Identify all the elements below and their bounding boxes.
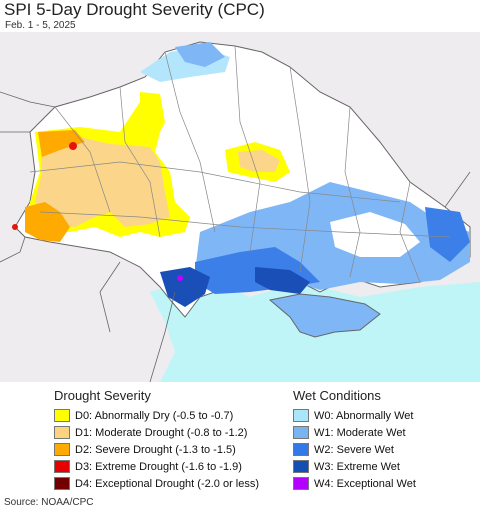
legend-item-d1: D1: Moderate Drought (-0.8 to -1.2) (54, 424, 259, 441)
drought-legend: Drought Severity D0: Abnormally Dry (-0.… (54, 388, 259, 492)
legend-label-d0: D0: Abnormally Dry (-0.5 to -0.7) (75, 409, 234, 422)
legend-item-w2: W2: Severe Wet (293, 441, 416, 458)
legend-swatch-d4 (54, 477, 70, 490)
wet-legend-title: Wet Conditions (293, 388, 381, 403)
drought-d2-southwest (25, 202, 70, 242)
legend-swatch-w1 (293, 426, 309, 439)
wet-w4-spot (177, 275, 183, 281)
wet-w2-east (425, 207, 470, 262)
map-title: SPI 5-Day Drought Severity (CPC) (4, 0, 265, 19)
legend-swatch-d2 (54, 443, 70, 456)
legend-swatch-w4 (293, 477, 309, 490)
drought-d3-spot-west (12, 224, 18, 230)
drought-d3-spot-north (69, 142, 77, 150)
legend-item-d0: D0: Abnormally Dry (-0.5 to -0.7) (54, 407, 259, 424)
legend-label-w2: W2: Severe Wet (314, 443, 394, 456)
legend-item-w0: W0: Abnormally Wet (293, 407, 416, 424)
legend-item-d4: D4: Exceptional Drought (-2.0 or less) (54, 475, 259, 492)
wet-legend: Wet Conditions W0: Abnormally Wet W1: Mo… (293, 388, 416, 492)
drought-map (0, 32, 480, 382)
legend-label-w3: W3: Extreme Wet (314, 460, 400, 473)
legend-swatch-w3 (293, 460, 309, 473)
legend-label-w1: W1: Moderate Wet (314, 426, 406, 439)
legend-label-d1: D1: Moderate Drought (-0.8 to -1.2) (75, 426, 248, 439)
drought-d0-center (140, 92, 165, 142)
map-date-range: Feb. 1 - 5, 2025 (5, 20, 76, 31)
drought-d1-northcenter (238, 150, 280, 172)
legend-swatch-d0 (54, 409, 70, 422)
legend-label-d2: D2: Severe Drought (-1.3 to -1.5) (75, 443, 236, 456)
legend-item-w4: W4: Exceptional Wet (293, 475, 416, 492)
drought-d2-west (38, 130, 85, 157)
source-credit: Source: NOAA/CPC (4, 497, 94, 508)
legend-item-w3: W3: Extreme Wet (293, 458, 416, 475)
legend-item-d2: D2: Severe Drought (-1.3 to -1.5) (54, 441, 259, 458)
wet-w3-south (160, 267, 210, 307)
legend-item-w1: W1: Moderate Wet (293, 424, 416, 441)
legend-swatch-w0 (293, 409, 309, 422)
legend-label-d4: D4: Exceptional Drought (-2.0 or less) (75, 477, 260, 490)
legend-swatch-d3 (54, 460, 70, 473)
wet-w0-east (330, 212, 420, 257)
wet-w1-north (175, 42, 225, 67)
drought-legend-title: Drought Severity (54, 388, 151, 403)
legend-item-d3: D3: Extreme Drought (-1.6 to -1.9) (54, 458, 259, 475)
legend-label-w0: W0: Abnormally Wet (314, 409, 414, 422)
legend-label-d3: D3: Extreme Drought (-1.6 to -1.9) (75, 460, 242, 473)
oblast-borders (29, 45, 451, 283)
legend-swatch-d1 (54, 426, 70, 439)
legend-label-w4: W4: Exceptional Wet (314, 477, 416, 490)
wet-w3-kherson (255, 267, 310, 294)
country-borders (0, 91, 471, 382)
crimea (268, 293, 381, 338)
legend-swatch-w2 (293, 443, 309, 456)
